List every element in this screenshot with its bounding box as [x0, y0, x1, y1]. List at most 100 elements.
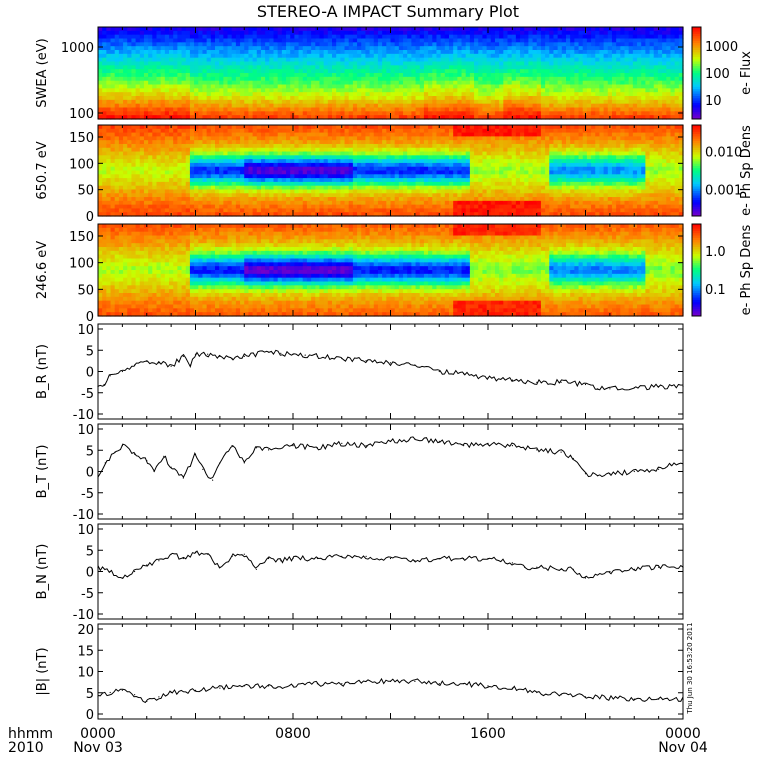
spectrogram-cell — [561, 50, 567, 55]
spectrogram-cell — [611, 53, 617, 59]
spectrogram-cell — [135, 155, 141, 160]
spectrogram-cell — [357, 111, 362, 116]
spectrogram-cell — [235, 200, 241, 206]
spectrogram-cell — [127, 128, 133, 134]
spectrogram-cell — [281, 125, 287, 130]
spectrogram-cell — [265, 57, 270, 63]
spectrogram-cell — [332, 46, 337, 51]
spectrogram-cell — [545, 50, 550, 55]
spectrogram-cell — [256, 84, 262, 89]
spectrogram-cell — [265, 212, 270, 217]
spectrogram-cell — [419, 103, 425, 109]
spectrogram-cell — [620, 34, 626, 40]
spectrogram-cell — [286, 30, 291, 36]
spectrogram-cell — [419, 61, 425, 66]
spectrogram-cell — [344, 140, 350, 145]
spectrogram-cell — [365, 212, 371, 217]
spectrogram-cell — [202, 212, 208, 217]
spectrogram-cell — [678, 38, 684, 43]
spectrogram-cell — [607, 65, 613, 70]
spectrogram-cell — [298, 30, 304, 36]
spectrogram-cell — [327, 181, 333, 187]
spectrogram-cell — [281, 92, 287, 97]
spectrogram-cell — [127, 151, 133, 156]
spectrogram-cell — [252, 92, 258, 97]
spectrogram-cell — [528, 88, 534, 93]
spectrogram-cell — [123, 170, 128, 175]
spectrogram-cell — [407, 69, 412, 74]
spectrogram-cell — [248, 38, 254, 43]
spectrogram-cell — [143, 50, 149, 55]
spectrogram-cell — [235, 53, 241, 59]
spectrogram-cell — [678, 107, 684, 112]
spectrogram-cell — [373, 61, 379, 66]
spectrogram-cell — [164, 57, 170, 63]
spectrogram-cell — [189, 115, 195, 120]
spectrogram-cell — [486, 65, 492, 70]
spectrogram-cell — [599, 69, 605, 74]
spectrogram-cell — [666, 27, 672, 32]
spectrogram-cell — [231, 27, 237, 32]
spectrogram-cell — [269, 57, 275, 63]
spectrogram-cell — [206, 212, 212, 217]
spectrogram-cell — [273, 88, 279, 93]
spectrogram-cell — [265, 42, 270, 47]
spectrogram-cell — [169, 99, 174, 105]
spectrogram-cell — [390, 80, 396, 86]
spectrogram-cell — [344, 166, 350, 172]
spectrogram-cell — [373, 125, 379, 130]
spectrogram-cell — [177, 174, 183, 179]
spectrogram-cell — [461, 61, 467, 66]
spectrogram-cell — [244, 178, 250, 183]
spectrogram-cell — [494, 34, 500, 40]
spectrogram-cell — [306, 30, 312, 36]
spectrogram-cell — [407, 92, 412, 97]
spectrogram-cell — [444, 61, 450, 66]
spectrogram-cell — [398, 50, 404, 55]
spectrogram-cell — [603, 103, 609, 109]
spectrogram-cell — [394, 61, 400, 66]
spectrogram-cell — [269, 132, 275, 137]
spectrogram-cell — [252, 197, 258, 202]
spectrogram-cell — [277, 197, 283, 202]
spectrogram-cell — [202, 136, 208, 141]
spectrogram-cell — [515, 88, 521, 93]
spectrogram-cell — [219, 128, 224, 134]
spectrogram-cell — [336, 212, 341, 217]
spectrogram-cell — [411, 80, 417, 86]
spectrogram-cell — [490, 99, 496, 105]
spectrogram-cell — [457, 30, 463, 36]
spectrogram-cell — [611, 38, 617, 43]
spectrogram-cell — [591, 27, 596, 32]
spectrogram-cell — [273, 61, 279, 66]
spectrogram-cell — [227, 38, 233, 43]
spectrogram-cell — [252, 111, 258, 116]
spectrogram-cell — [645, 61, 651, 66]
spectrogram-cell — [169, 73, 174, 78]
spectrogram-cell — [106, 61, 112, 66]
spectrogram-cell — [486, 84, 492, 89]
spectrogram-cell — [160, 30, 166, 36]
spectrogram-cell — [377, 84, 383, 89]
spectrogram-cell — [143, 99, 149, 105]
spectrogram-cell — [411, 53, 417, 59]
spectrogram-cell — [265, 107, 270, 112]
spectrogram-cell — [235, 115, 241, 120]
spectrogram-cell — [106, 76, 112, 82]
spectrogram-cell — [286, 61, 291, 66]
spectrogram-cell — [540, 34, 546, 40]
spectrogram-cell — [352, 147, 358, 153]
spectrogram-cell — [114, 73, 120, 78]
spectrogram-cell — [520, 69, 525, 74]
spectrogram-cell — [248, 178, 254, 183]
spectrogram-cell — [624, 80, 630, 86]
spectrogram-cell — [194, 111, 199, 116]
spectrogram-cell — [210, 125, 216, 130]
spectrogram-cell — [507, 69, 513, 74]
spectrogram-cell — [286, 99, 291, 105]
spectrogram-cell — [611, 57, 617, 63]
spectrogram-cell — [457, 69, 463, 74]
spectrogram-cell — [478, 80, 484, 86]
spectrogram-cell — [189, 125, 195, 130]
spectrogram-cell — [499, 30, 504, 36]
